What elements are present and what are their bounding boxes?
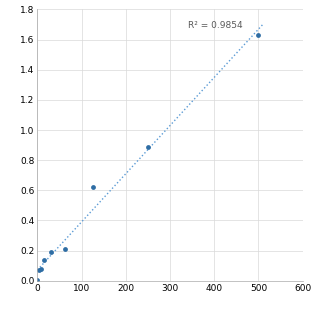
Point xyxy=(256,32,261,37)
Point xyxy=(37,268,42,273)
Point xyxy=(90,185,95,190)
Point xyxy=(35,278,40,283)
Point xyxy=(145,145,150,150)
Point xyxy=(63,246,68,251)
Point xyxy=(42,257,47,262)
Point xyxy=(49,250,54,255)
Point xyxy=(38,266,43,271)
Text: R² = 0.9854: R² = 0.9854 xyxy=(188,22,242,31)
